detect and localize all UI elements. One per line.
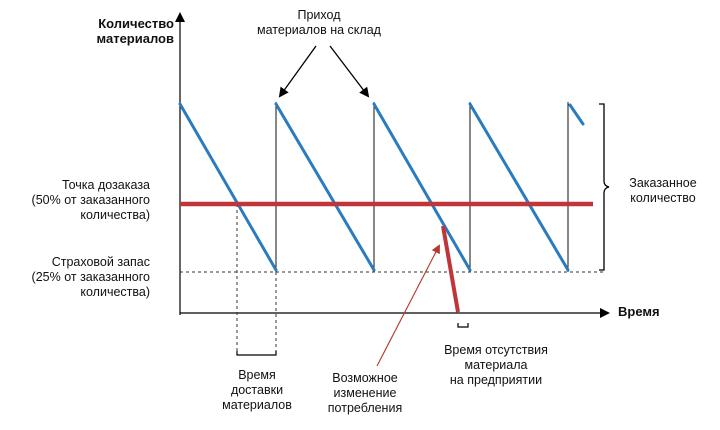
safety-stock-label: Страховой запас (25% от заказанного коли… (31, 255, 150, 299)
consumption-change-line (441, 225, 460, 313)
reorder-point-label: Точка дозаказа (50% от заказанного колич… (31, 178, 150, 222)
x-axis-label: Время (618, 304, 660, 319)
delivery-time-label: Время доставки материалов (222, 368, 292, 412)
stockout-bracket (457, 323, 469, 328)
delivery-time-bracket (236, 351, 277, 356)
stockout-time-label: Время отсутствия материала на предприяти… (444, 343, 548, 387)
arrival-label: Приход материалов на склад (257, 8, 381, 37)
stock-decline-segment (274, 102, 376, 272)
stock-decline-segment (372, 102, 472, 272)
consumption-change-arrow (376, 244, 440, 367)
stock-decline-segment (468, 102, 570, 272)
consumption-change-label: Возможное изменение потребления (327, 371, 403, 415)
y-axis-label: Количество материалов (96, 16, 174, 46)
arrival-arrow-left (278, 45, 317, 98)
stock-decline-segment (568, 103, 585, 126)
arrival-arrow-right (329, 45, 370, 98)
ordered-quantity-label: Заказанное количество (629, 176, 697, 205)
stock-decline-segment (178, 102, 278, 272)
ordered-qty-brace (599, 103, 610, 271)
stock-level-lines (178, 102, 585, 272)
